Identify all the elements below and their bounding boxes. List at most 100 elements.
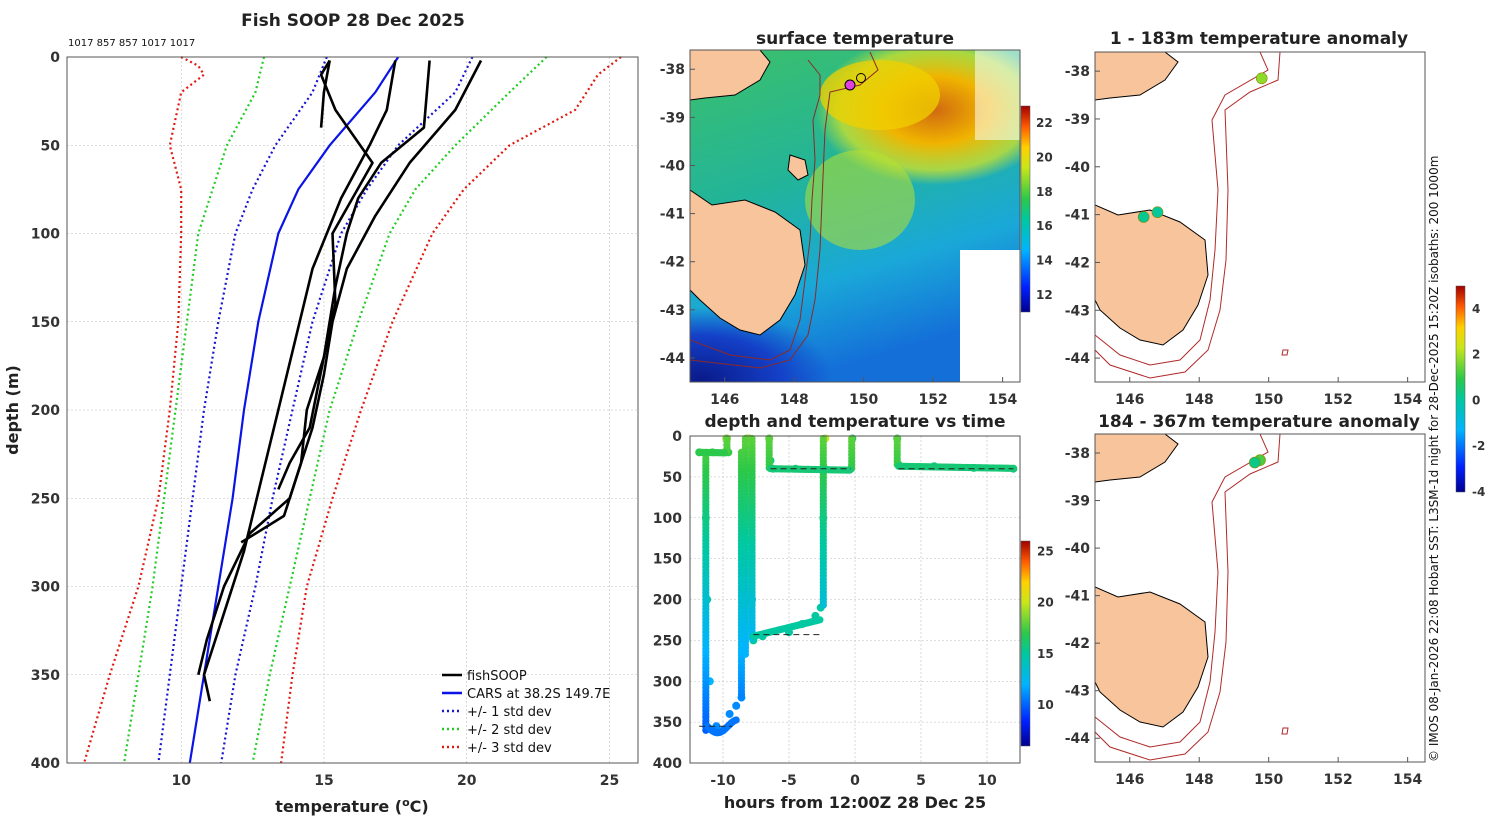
depth-time-ytick-label: 250 xyxy=(653,633,682,649)
anomaly-lower-xtick-label: 148 xyxy=(1185,772,1214,788)
profile-ylabel: depth (m) xyxy=(3,365,22,455)
depth-time-point xyxy=(732,701,741,710)
depth-time-ytick-label: 100 xyxy=(653,511,682,527)
depth-time-point xyxy=(725,709,734,718)
anomaly-upper-isobath-1000 xyxy=(1095,52,1281,379)
sst-map: surface temperature 146 148 150 152 154 -38 -3… xyxy=(660,29,1053,408)
depth-time-ytick-label: 200 xyxy=(653,593,682,609)
sst-colorbar-label: 18 xyxy=(1036,185,1053,199)
sst-ytick-label: -41 xyxy=(660,207,685,223)
anomaly-colorbar xyxy=(1455,285,1466,493)
sst-xtick-label: 148 xyxy=(780,392,809,408)
sst-mainland xyxy=(690,50,771,101)
depth-time-track-point xyxy=(720,449,729,457)
std-dev-line--1-std-dev xyxy=(220,56,474,764)
depth-time-ytick-label: 400 xyxy=(653,756,682,772)
anomaly-upper-points xyxy=(1137,72,1268,223)
anomaly-lower-title: 184 - 367m temperature anomaly xyxy=(1098,412,1420,432)
anomaly-lower-map: 184 - 367m temperature anomaly 146 148 150… xyxy=(1065,412,1426,788)
anomaly-upper-point xyxy=(1255,72,1268,85)
sst-colorbar-label: 14 xyxy=(1036,254,1053,268)
profile-ytick-label: 350 xyxy=(31,668,60,684)
anomaly-lower-ytick-label: -40 xyxy=(1065,541,1091,557)
sst-ytick-label: -42 xyxy=(660,255,685,271)
sst-cloud-mask-north xyxy=(975,50,1020,140)
anomaly-upper-frame xyxy=(1094,51,1426,383)
anomaly-lower-isobath-200 xyxy=(1095,434,1269,748)
anomaly-upper-ytick-label: -38 xyxy=(1065,64,1090,80)
sst-xtick-label: 146 xyxy=(710,392,739,408)
sst-colorbar xyxy=(1020,105,1031,313)
sst-island xyxy=(787,154,809,181)
depth-time-series xyxy=(695,434,1018,737)
depth-time-bottom-point xyxy=(732,716,740,724)
depth-time-ytick-label: 0 xyxy=(672,429,682,445)
sst-field xyxy=(690,50,1020,382)
depth-time-xtick-label: -10 xyxy=(710,773,736,789)
depth-time-colorbar-label: 20 xyxy=(1037,596,1054,610)
anomaly-lower-xtick-label: 146 xyxy=(1115,772,1144,788)
fishsoop-profile-line xyxy=(240,59,483,544)
anomaly-upper-ytick-label: -41 xyxy=(1065,208,1090,224)
depth-time-dive-point xyxy=(819,601,827,609)
sst-colorbar-label: 16 xyxy=(1036,219,1053,233)
anomaly-upper-ytick-label: -40 xyxy=(1065,160,1091,176)
profile-frame xyxy=(66,56,639,764)
std-dev-line--2-std-dev xyxy=(251,56,548,764)
depth-time-xtick-label: 0 xyxy=(850,773,860,789)
anomaly-upper-field xyxy=(1095,52,1289,379)
sst-cloud-mask xyxy=(960,250,1020,382)
depth-time-colorbar-label: 15 xyxy=(1037,647,1054,661)
credit-text: © IMOS 08-Jan-2026 22:08 Hobart SST: L3S… xyxy=(1427,156,1441,762)
profile-xtick-label: 10 xyxy=(171,773,191,789)
sst-fishsoop-marker xyxy=(844,79,856,91)
anomaly-lower-xtick-label: 150 xyxy=(1254,772,1283,788)
profile-grid xyxy=(67,56,638,764)
fishsoop-profile-line xyxy=(197,60,431,676)
anomaly-lower-seamount xyxy=(1281,727,1289,735)
legend-label: CARS at 38.2S 149.7E xyxy=(467,687,610,702)
depth-time-ytick-label: 150 xyxy=(653,552,682,568)
anomaly-colorbar-label: -2 xyxy=(1472,439,1485,453)
profile-series xyxy=(83,56,622,764)
anomaly-colorbar-label: 2 xyxy=(1472,348,1480,362)
anomaly-lower-ytick-label: -43 xyxy=(1065,684,1090,700)
sst-ytick-label: -43 xyxy=(660,303,685,319)
sst-mid-zone xyxy=(805,150,915,250)
depth-time-chart: depth and temperature vs time -10 -5 0 5 100… xyxy=(653,412,1054,812)
profile-ytick-label: 250 xyxy=(31,491,60,507)
legend-label: fishSOOP xyxy=(467,669,527,684)
std-dev-line--3-std-dev xyxy=(280,56,622,764)
anomaly-colorbar-ticks: 4 2 0 -2 -4 xyxy=(1472,302,1485,499)
anomaly-upper-xtick-label: 150 xyxy=(1254,392,1283,408)
anomaly-upper-ytick-label: -42 xyxy=(1065,255,1090,271)
sst-colorbar-ticks: 12 14 16 18 20 22 xyxy=(1036,116,1053,302)
anomaly-lower-tasmania xyxy=(1095,586,1209,728)
anomaly-upper-tasmania xyxy=(1095,204,1209,346)
profile-ytick-label: 100 xyxy=(31,227,60,243)
anomaly-upper-xtick-label: 154 xyxy=(1393,392,1422,408)
profile-ytick-label: 50 xyxy=(41,138,61,154)
depth-time-ytick-label: 350 xyxy=(653,715,682,731)
anomaly-lower-ticks: 146 148 150 152 154 -38 -39 -40 -41 -42 -43 -44 xyxy=(1065,446,1423,788)
depth-time-ytick-label: 300 xyxy=(653,674,682,690)
profile-chart: Fish SOOP 28 Dec 2025 1017 857 857 1017 … xyxy=(3,11,639,816)
anomaly-colorbar-label: 4 xyxy=(1472,302,1480,316)
depth-time-colorbar-label: 10 xyxy=(1037,698,1054,712)
fishsoop-profile-line xyxy=(202,60,397,702)
anomaly-lower-ytick-label: -44 xyxy=(1065,731,1091,747)
depth-time-colorbar-label: 25 xyxy=(1037,544,1054,558)
legend-label: +/- 1 std dev xyxy=(467,705,552,720)
sst-colorbar-label: 12 xyxy=(1036,288,1053,302)
anomaly-upper-mainland xyxy=(1095,52,1179,101)
profile-ytick-label: 400 xyxy=(31,756,60,772)
sst-isobath-200 xyxy=(690,59,821,361)
fishsoop-profile-line xyxy=(319,60,331,128)
anomaly-lower-mainland xyxy=(1095,434,1179,483)
depth-time-track-point xyxy=(816,616,824,624)
anomaly-lower-xtick-label: 154 xyxy=(1393,772,1422,788)
sst-warm-core xyxy=(820,60,940,130)
anomaly-lower-frame xyxy=(1094,433,1426,763)
sst-title: surface temperature xyxy=(756,29,954,49)
